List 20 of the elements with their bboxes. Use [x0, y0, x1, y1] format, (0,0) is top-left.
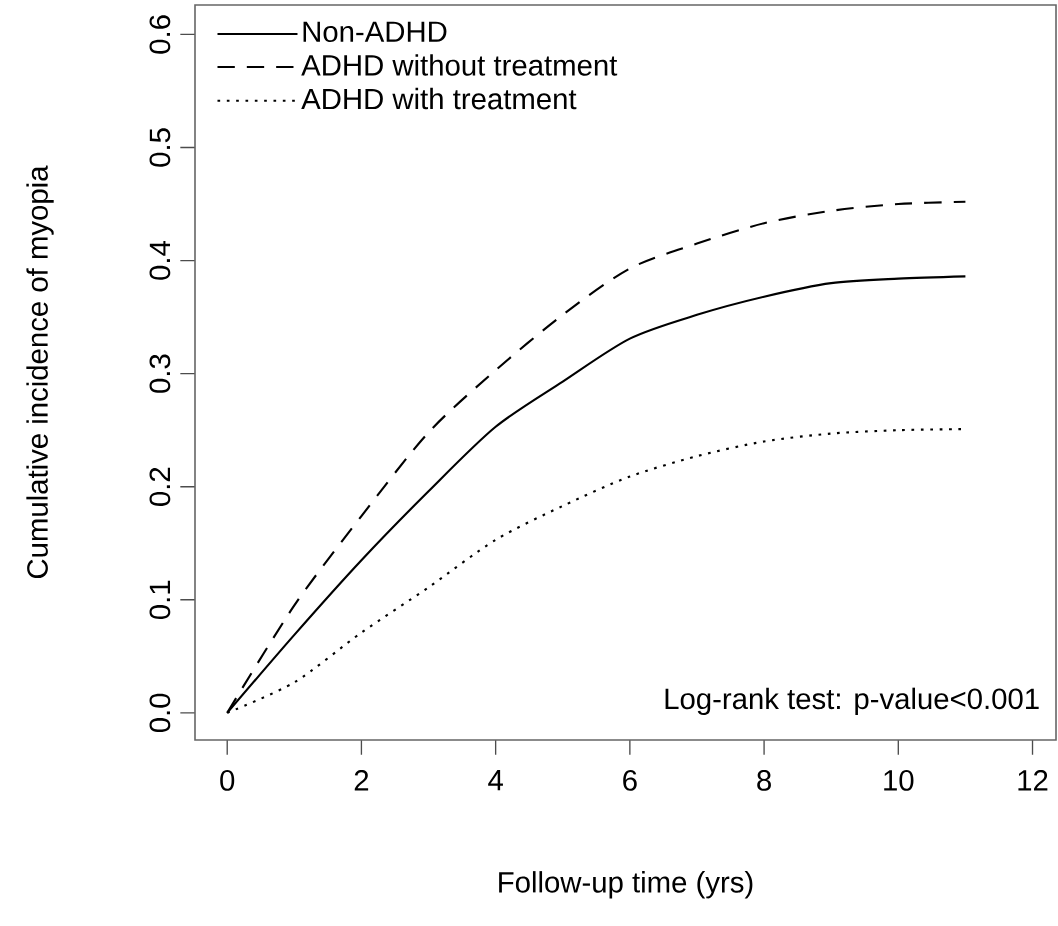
x-tick-label: 10 — [884, 770, 914, 791]
annotation: Log-rank test: p-value<0.001 — [665, 687, 1039, 716]
x-tick-label: 2 — [354, 770, 369, 791]
x-tick-label: 8 — [757, 770, 771, 791]
x-tick-label: 6 — [623, 770, 637, 791]
legend-label: Non-ADHD — [303, 21, 447, 43]
y-tick-label: 0.4 — [149, 241, 171, 280]
legend-label: ADHD without treatment — [301, 54, 618, 76]
y-tick-label: 0.6 — [149, 15, 171, 54]
x-axis-title: Follow-up time (yrs) — [499, 871, 753, 899]
y-tick-label: 0.2 — [149, 467, 171, 506]
legend-label: ADHD with treatment — [301, 87, 577, 110]
y-tick-label: 0.1 — [149, 580, 171, 620]
x-tick-label: 4 — [488, 770, 503, 791]
y-axis-title: Cumulative incidence of myopia — [26, 165, 54, 579]
y-tick-label: 0.5 — [149, 128, 171, 167]
x-tick-label: 0 — [220, 770, 235, 791]
y-tick-label: 0.3 — [149, 354, 171, 393]
x-tick-label: 12 — [1018, 770, 1048, 791]
y-tick-label: 0.0 — [149, 693, 171, 733]
